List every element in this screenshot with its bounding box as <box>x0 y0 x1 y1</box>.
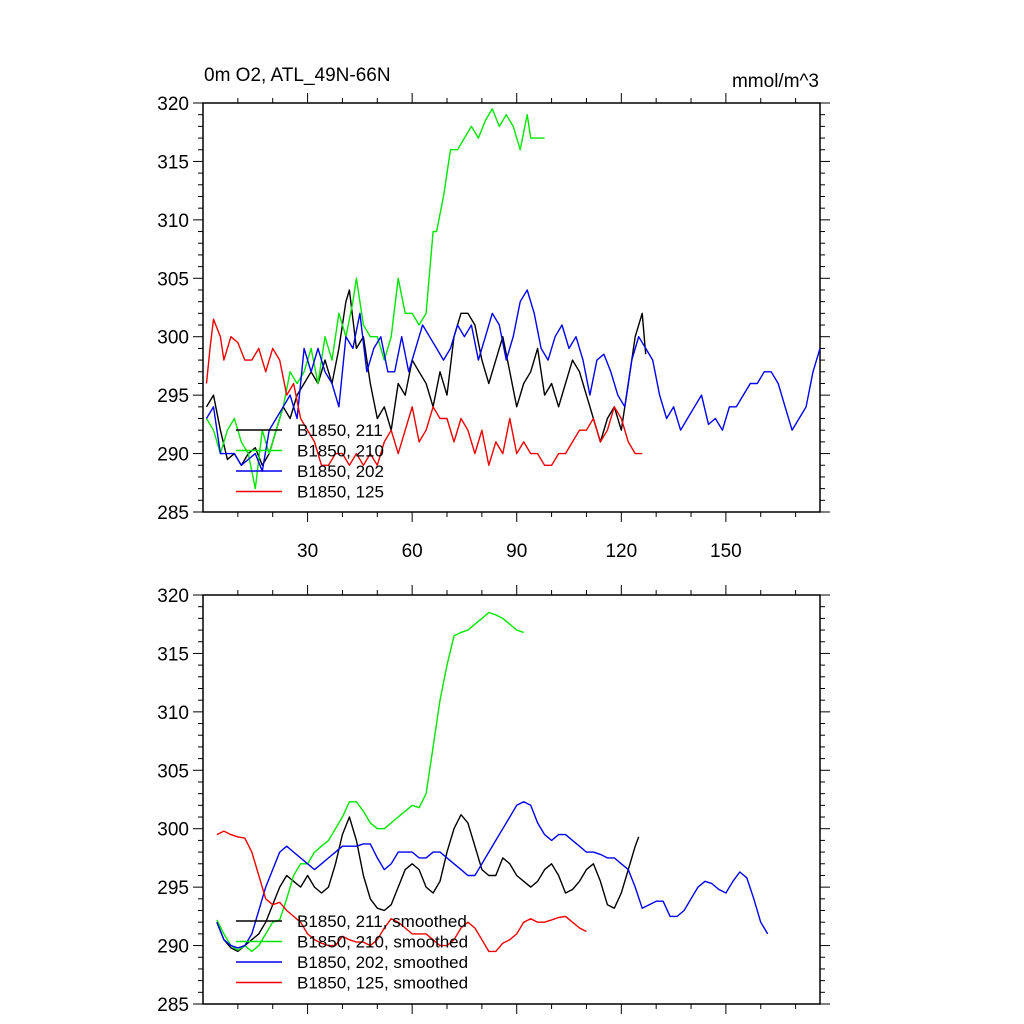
legend-entry: B1850, 211 <box>297 421 383 440</box>
legend-entry: B1850, 210 <box>297 442 384 461</box>
plot-frame <box>202 594 821 1005</box>
legend-entry: B1850, 211, smoothed <box>297 912 467 931</box>
legend-entry: B1850, 202 <box>297 462 384 481</box>
legend-entry: B1850, 210, smoothed <box>297 933 468 952</box>
y-tick-label: 310 <box>157 703 189 724</box>
series-line <box>205 318 643 466</box>
bottom-panel: 285 290 295 300 305 310 315 320 B1850, 211, smo… <box>157 585 830 1016</box>
plot-frame <box>202 102 821 513</box>
legend-entry: B1850, 125, smoothed <box>297 974 468 993</box>
y-tick-label: 320 <box>157 94 189 115</box>
y-tick-label: 310 <box>157 211 189 232</box>
series-lines <box>216 611 769 953</box>
x-tick-label: 150 <box>710 541 742 562</box>
series-line <box>216 611 524 953</box>
y-tick-label: 320 <box>157 586 189 607</box>
y-axis-tick-labels: 285 290 295 300 305 310 315 320 <box>157 94 189 524</box>
axis-ticks <box>193 93 830 522</box>
y-tick-label: 290 <box>157 445 189 466</box>
legend-entry: B1850, 125 <box>297 483 384 502</box>
y-tick-label: 290 <box>157 937 189 958</box>
legend-entry: B1850, 202, smoothed <box>297 953 468 972</box>
x-tick-label: 60 <box>402 541 423 562</box>
series-line <box>216 814 640 953</box>
y-tick-label: 285 <box>157 503 189 524</box>
x-tick-label: 30 <box>297 541 318 562</box>
x-tick-label: 90 <box>506 541 527 562</box>
axis-ticks <box>193 585 830 1014</box>
legend: B1850, 211, smoothed B1850, 210, smoothed… <box>236 912 468 993</box>
y-tick-label: 285 <box>157 995 189 1016</box>
y-tick-label: 300 <box>157 820 189 841</box>
y-tick-label: 305 <box>157 761 189 782</box>
y-axis-tick-labels: 285 290 295 300 305 310 315 320 <box>157 586 189 1016</box>
x-tick-label: 120 <box>605 541 637 562</box>
chart-title: 0m O2, ATL_49N-66N <box>204 65 391 86</box>
series-line <box>205 108 545 490</box>
series-line <box>216 830 587 953</box>
chart-units: mmol/m^3 <box>732 71 819 92</box>
series-lines <box>205 108 821 490</box>
y-tick-label: 300 <box>157 328 189 349</box>
x-axis-tick-labels: 30 60 90 120 150 <box>297 541 742 562</box>
y-tick-label: 315 <box>157 152 189 173</box>
y-tick-label: 295 <box>157 878 189 899</box>
y-tick-label: 315 <box>157 644 189 665</box>
series-line <box>216 801 769 949</box>
y-tick-label: 305 <box>157 269 189 290</box>
y-tick-label: 295 <box>157 386 189 407</box>
top-panel: 0m O2, ATL_49N-66N mmol/m^3 285 290 295 300… <box>157 65 830 562</box>
series-line <box>205 289 821 472</box>
